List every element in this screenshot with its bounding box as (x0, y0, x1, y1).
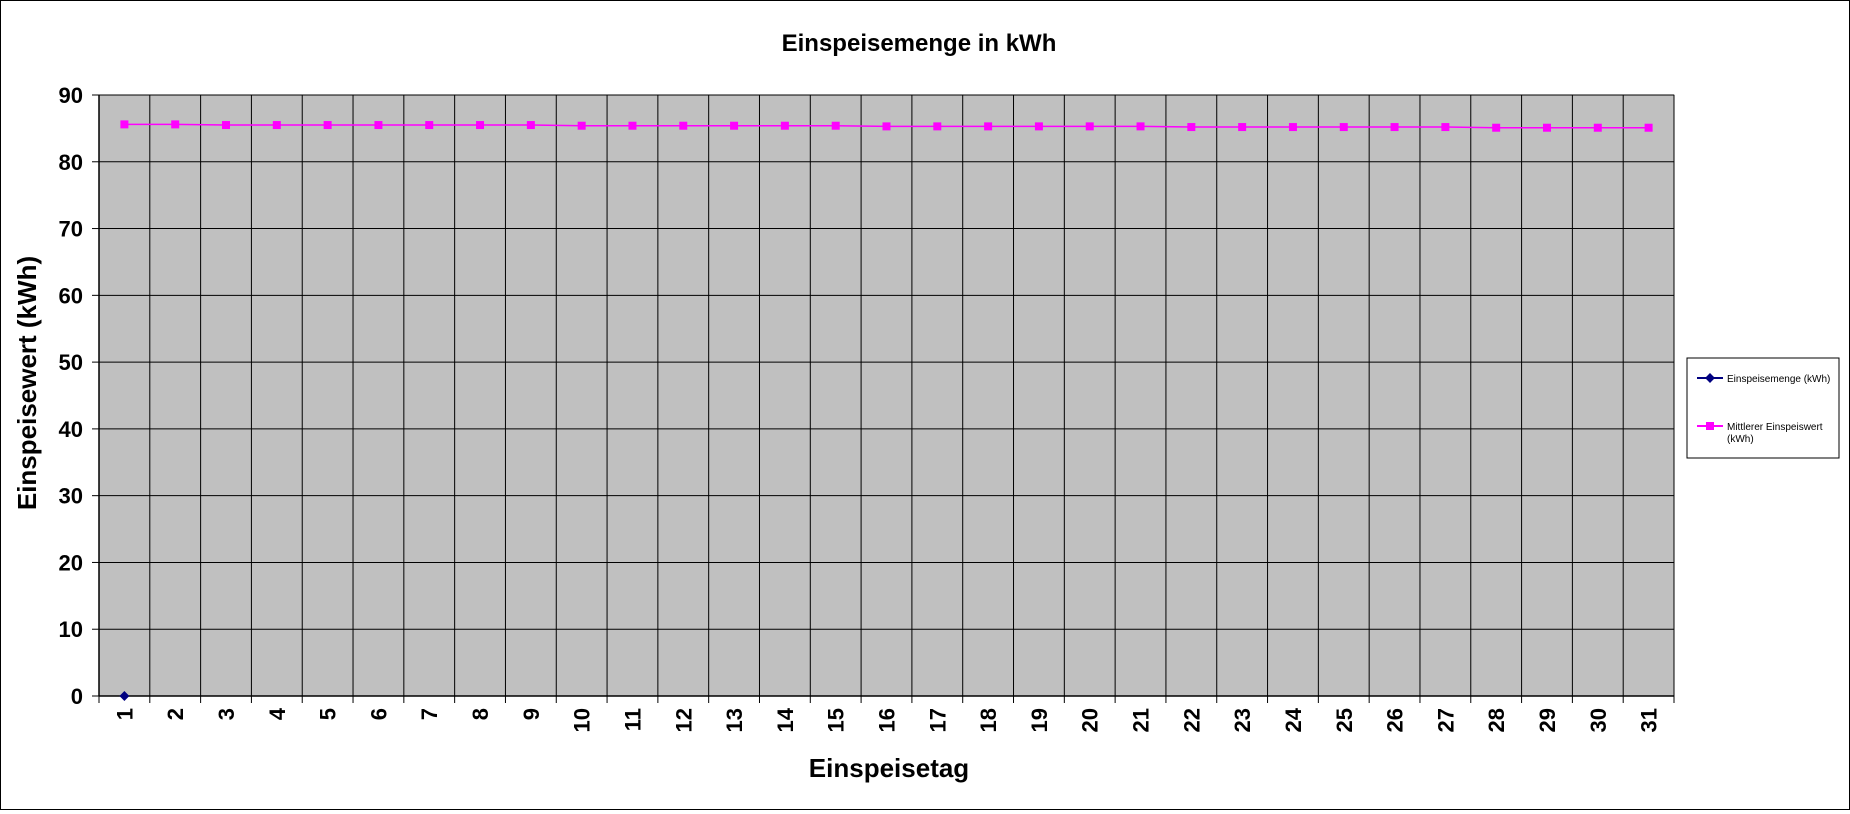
data-point-marker (1593, 123, 1602, 132)
data-point-marker (1644, 123, 1653, 132)
y-tick-labels: 0 10 20 30 40 50 60 70 80 90 (59, 83, 83, 709)
data-point-marker (1542, 123, 1551, 132)
data-point-marker (780, 121, 789, 130)
y-tick-label: 40 (59, 417, 83, 442)
legend-marker-einspeisemenge (1705, 373, 1715, 383)
grid-lines (98, 94, 1675, 697)
legend-label-line: (kWh) (1727, 434, 1754, 445)
y-axis-label: Einspeisewert (kWh) (12, 256, 42, 510)
x-tick-label: 7 (417, 708, 442, 720)
axes (92, 94, 1675, 703)
data-point-marker (730, 121, 739, 130)
x-tick-label: 25 (1332, 708, 1357, 732)
data-point-marker (1034, 122, 1043, 131)
data-point-marker (1390, 123, 1399, 132)
data-point-marker (628, 121, 637, 130)
x-tick-label: 26 (1383, 708, 1408, 732)
x-tick-label: 4 (265, 707, 290, 720)
data-point-marker (933, 122, 942, 131)
data-point-marker (323, 121, 332, 130)
x-tick-label: 27 (1433, 708, 1458, 732)
x-tick-label: 14 (773, 707, 798, 732)
x-tick-label: 16 (875, 708, 900, 732)
x-tick-label: 10 (570, 708, 595, 732)
data-point-marker (120, 120, 129, 129)
x-tick-label: 2 (163, 708, 188, 720)
legend: Einspeisemenge (kWh) Mittlerer Einspeisw… (1686, 357, 1840, 459)
data-point-marker (1441, 123, 1450, 132)
legend-label-line: Mittlerer Einspeiswert (1727, 422, 1823, 433)
x-tick-label: 5 (316, 708, 341, 720)
x-tick-label: 6 (366, 708, 391, 720)
x-tick-label: 22 (1179, 708, 1204, 732)
data-point-marker (1339, 123, 1348, 132)
legend-box (1686, 357, 1840, 459)
x-tick-label: 28 (1484, 708, 1509, 732)
x-tick-label: 9 (519, 708, 544, 720)
data-point-marker (831, 121, 840, 130)
y-tick-label: 60 (59, 283, 83, 308)
x-tick-label: 11 (620, 708, 645, 731)
data-point-marker (679, 121, 688, 130)
x-tick-label: 24 (1281, 707, 1306, 732)
x-tick-label: 19 (1027, 708, 1052, 732)
data-point-marker (119, 691, 130, 701)
data-point-marker (1238, 123, 1247, 132)
x-tick-label: 23 (1230, 708, 1255, 732)
data-point-marker (171, 120, 180, 129)
y-tick-label: 30 (59, 484, 83, 509)
legend-label-mittlerer: Mittlerer Einspeiswert (kWh) (1727, 422, 1823, 445)
chart-title: Einspeisemenge in kWh (782, 30, 1057, 57)
x-tick-label: 29 (1535, 708, 1560, 732)
x-axis-label: Einspeisetag (809, 753, 969, 783)
x-tick-label: 31 (1637, 708, 1662, 732)
data-point-marker (476, 121, 485, 130)
data-point-marker (882, 122, 891, 131)
data-point-marker (1085, 122, 1094, 131)
x-tick-label: 1 (112, 708, 137, 720)
data-point-marker (1492, 123, 1501, 132)
y-tick-label: 20 (59, 550, 83, 575)
data-point-marker (1136, 122, 1145, 131)
x-tick-label: 21 (1129, 708, 1154, 732)
y-tick-label: 90 (59, 83, 83, 108)
series-group (119, 120, 1653, 701)
data-point-marker (526, 121, 535, 130)
y-tick-label: 70 (59, 217, 83, 242)
x-tick-label: 3 (214, 708, 239, 720)
x-tick-label: 13 (722, 708, 747, 732)
data-point-marker (1187, 123, 1196, 132)
x-tick-label: 20 (1078, 708, 1103, 732)
plot-area (98, 94, 1675, 697)
y-tick-label: 0 (71, 684, 83, 709)
x-tick-label: 30 (1586, 708, 1611, 732)
x-tick-labels: 1 2 3 4 5 6 7 8 9 10 11 12 13 14 15 16 17 18 19 20 21 22 23 24 2… (112, 707, 1661, 732)
x-tick-label: 15 (824, 708, 849, 732)
y-tick-label: 50 (59, 350, 83, 375)
y-tick-label: 10 (59, 617, 83, 642)
data-point-marker (984, 122, 993, 131)
legend-marker-mittlerer (1706, 422, 1714, 430)
x-tick-label: 8 (468, 708, 493, 720)
data-point-marker (1288, 123, 1297, 132)
y-tick-label: 80 (59, 150, 83, 175)
x-tick-label: 18 (976, 708, 1001, 732)
legend-label-einspeisemenge: Einspeisemenge (kWh) (1727, 374, 1830, 385)
data-point-marker (577, 121, 586, 130)
data-point-marker (425, 121, 434, 130)
x-tick-label: 17 (925, 708, 950, 732)
data-point-marker (222, 121, 231, 130)
data-point-marker (272, 121, 281, 130)
data-point-marker (374, 121, 383, 130)
x-tick-label: 12 (671, 708, 696, 732)
